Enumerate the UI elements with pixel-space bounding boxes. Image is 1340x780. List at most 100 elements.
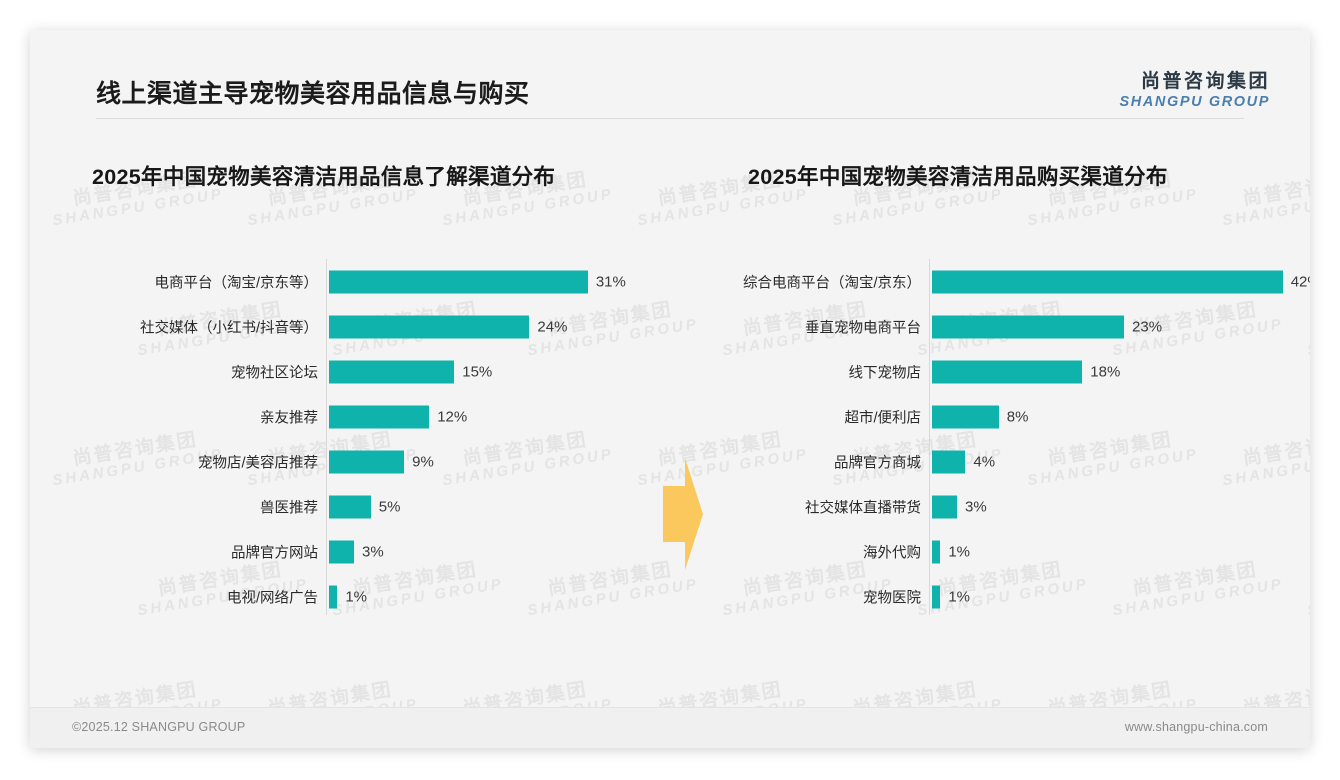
bar-category-label: 宠物社区论坛 (231, 365, 318, 381)
bar-value-label: 15% (462, 363, 493, 380)
bar-value-label: 12% (437, 408, 468, 425)
bar-container: 12% (329, 405, 467, 428)
bar-container: 1% (329, 585, 367, 608)
bar-container: 1% (932, 540, 970, 563)
bar-value-label: 3% (362, 543, 384, 560)
slide-footer: ©2025.12 SHANGPU GROUP www.shangpu-china… (30, 707, 1310, 748)
bar-segment (932, 405, 999, 428)
bar-chart-left: 电商平台（淘宝/京东等） 31% 社交媒体（小红书/抖音等） 24% 宠物社区论坛 15%… (66, 259, 686, 619)
bar-container: 5% (329, 495, 400, 518)
bar-segment (932, 315, 1125, 338)
bar-segment (932, 585, 941, 608)
bar-row: 海外代购 1% (720, 529, 1300, 574)
bar-category-label: 综合电商平台（淘宝/京东） (742, 275, 921, 291)
bar-segment (932, 360, 1083, 383)
bar-category-label: 亲友推荐 (260, 410, 318, 426)
bar-container: 31% (329, 270, 626, 293)
bar-container: 42% (932, 270, 1310, 293)
bar-rows-right: 综合电商平台（淘宝/京东） 42% 垂直宠物电商平台 23% 线下宠物店 18% 超市/便利… (720, 259, 1310, 619)
bar-row: 综合电商平台（淘宝/京东） 42% (720, 259, 1310, 304)
bar-value-label: 3% (965, 498, 987, 515)
slide-header: 线上渠道主导宠物美容用品信息与购买 尚普咨询集团 SHANGPU GROUP (30, 30, 1310, 122)
chart-title-left: 2025年中国宠物美容清洁用品信息了解渠道分布 (92, 165, 556, 189)
bar-container: 24% (329, 315, 567, 338)
brand-logo: 尚普咨询集团 SHANGPU GROUP (1119, 66, 1270, 110)
bar-segment (329, 495, 371, 518)
bar-value-label: 1% (948, 588, 971, 605)
bar-category-label: 宠物店/美容店推荐 (197, 455, 318, 471)
chart-title-right: 2025年中国宠物美容清洁用品购买渠道分布 (748, 165, 1168, 189)
bar-value-label: 31% (595, 273, 626, 290)
bar-value-label: 18% (1090, 363, 1121, 380)
bar-row: 品牌官方商城 4% (720, 439, 1300, 484)
logo-english-text: SHANGPU GROUP (1119, 94, 1270, 110)
bar-container: 18% (932, 360, 1120, 383)
bar-segment (932, 450, 966, 473)
bar-row: 亲友推荐 12% (66, 394, 686, 439)
bar-segment (329, 315, 530, 338)
bar-segment (329, 450, 405, 473)
bar-row: 兽医推荐 5% (66, 484, 686, 529)
bar-row: 品牌官方网站 3% (66, 529, 686, 574)
bar-category-label: 品牌官方商城 (834, 455, 921, 471)
bar-category-label: 电视/网络广告 (226, 590, 318, 606)
bar-segment (932, 495, 958, 518)
logo-chinese-text: 尚普咨询集团 (1140, 71, 1270, 92)
bar-category-label: 超市/便利店 (844, 410, 921, 426)
bar-value-label: 8% (1006, 408, 1029, 425)
bar-row: 宠物店/美容店推荐 9% (66, 439, 686, 484)
bar-category-label: 社交媒体直播带货 (805, 500, 921, 516)
bar-container: 3% (329, 540, 384, 563)
copyright-text: ©2025.12 SHANGPU GROUP (72, 720, 246, 734)
bar-segment (932, 540, 941, 563)
bar-value-label: 1% (948, 543, 971, 560)
bar-container: 15% (329, 360, 492, 383)
bar-category-label: 垂直宠物电商平台 (805, 320, 921, 336)
bar-rows-left: 电商平台（淘宝/京东等） 31% 社交媒体（小红书/抖音等） 24% 宠物社区论坛 15%… (66, 259, 686, 619)
slide-card: 尚普咨询集团 SHANGPU GROUP 尚普咨询集团 SHANGPU GROUP 尚普… (30, 30, 1310, 748)
bar-value-label: 9% (412, 453, 434, 470)
bar-row: 电商平台（淘宝/京东等） 31% (66, 259, 686, 304)
bar-row: 宠物医院 1% (720, 574, 1300, 619)
chart-axis-left (326, 259, 327, 615)
bar-category-label: 品牌官方网站 (231, 545, 318, 561)
chart-panel-left: 2025年中国宠物美容清洁用品信息了解渠道分布 电商平台（淘宝/京东等） 31% 社… (66, 160, 686, 619)
bar-container: 4% (932, 450, 995, 473)
bar-container: 9% (329, 450, 434, 473)
bar-category-label: 线下宠物店 (848, 365, 922, 381)
bar-category-label: 海外代购 (863, 545, 921, 561)
bar-segment (329, 540, 355, 563)
bar-value-label: 24% (537, 318, 568, 335)
bar-segment (329, 405, 430, 428)
bar-row: 垂直宠物电商平台 23% (720, 304, 1300, 349)
bar-segment (329, 270, 588, 293)
bar-row: 社交媒体（小红书/抖音等） 24% (66, 304, 686, 349)
bar-chart-right: 综合电商平台（淘宝/京东） 42% 垂直宠物电商平台 23% 线下宠物店 18% 超市/便利… (720, 259, 1310, 619)
bar-value-label: 4% (973, 453, 996, 470)
bar-container: 8% (932, 405, 1028, 428)
bar-value-label: 23% (1132, 318, 1163, 335)
bar-segment (932, 270, 1283, 293)
bar-container: 1% (932, 585, 970, 608)
bar-category-label: 社交媒体（小红书/抖音等） (139, 320, 318, 336)
bar-container: 3% (932, 495, 987, 518)
header-divider (96, 118, 1244, 119)
chart-axis-right (929, 259, 930, 615)
bar-value-label: 1% (345, 588, 368, 605)
bar-container: 23% (932, 315, 1162, 338)
bar-row: 宠物社区论坛 15% (66, 349, 686, 394)
bar-category-label: 宠物医院 (863, 590, 921, 606)
bar-value-label: 42% (1290, 273, 1310, 290)
bar-value-label: 5% (378, 498, 401, 515)
bar-category-label: 电商平台（淘宝/京东等） (154, 275, 318, 291)
chart-panel-right: 2025年中国宠物美容清洁用品购买渠道分布 综合电商平台（淘宝/京东） 42% 垂直… (720, 160, 1310, 619)
bar-segment (329, 585, 338, 608)
bar-row: 电视/网络广告 1% (66, 574, 686, 619)
website-link[interactable]: www.shangpu-china.com (1124, 720, 1268, 734)
bar-category-label: 兽医推荐 (260, 500, 318, 516)
bar-row: 超市/便利店 8% (720, 394, 1300, 439)
bar-row: 社交媒体直播带货 3% (720, 484, 1300, 529)
bar-segment (329, 360, 455, 383)
